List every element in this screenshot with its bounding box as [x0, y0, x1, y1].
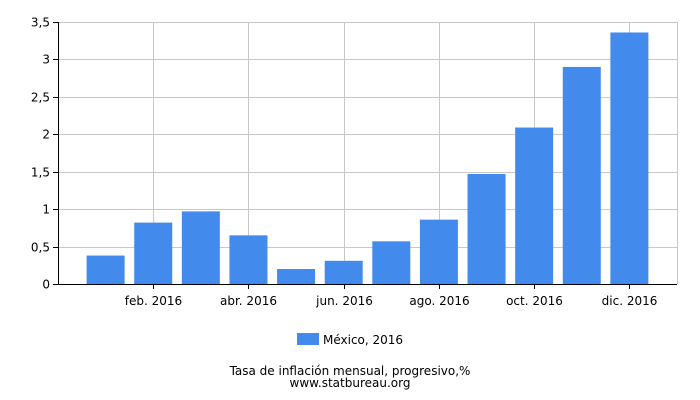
y-tick-label: 3,5 [31, 16, 50, 30]
x-tick-label: jun. 2016 [315, 294, 373, 308]
bar-mar-2016 [181, 211, 220, 284]
y-tick-label: 2 [42, 128, 50, 142]
y-tick-label: 1 [42, 203, 50, 217]
bar-sep-2016 [467, 173, 506, 284]
bar-ago-2016 [419, 219, 458, 284]
bar-dic-2016 [610, 32, 649, 285]
x-tick-label: abr. 2016 [220, 294, 277, 308]
axes [53, 22, 677, 289]
x-tick-label: dic. 2016 [602, 294, 658, 308]
bar-oct-2016 [515, 127, 554, 284]
x-tick-label: feb. 2016 [125, 294, 182, 308]
bar-jul-2016 [372, 241, 411, 284]
legend-swatch [297, 333, 319, 345]
y-tick-label: 1,5 [31, 166, 50, 180]
bars [86, 32, 649, 285]
y-tick-label: 0,5 [31, 241, 50, 255]
y-tick-label: 0 [42, 278, 50, 292]
x-tick-label: oct. 2016 [506, 294, 563, 308]
legend-label: México, 2016 [323, 333, 403, 347]
y-tick-labels: 0 0,5 1 1,5 2 2,5 3 3,5 [31, 16, 50, 292]
y-tick-label: 3 [42, 53, 50, 67]
legend: México, 2016 [297, 333, 403, 347]
x-tick-labels: feb. 2016 abr. 2016 jun. 2016 ago. 2016 oct.… [125, 294, 658, 308]
chart-source: www.statbureau.org [290, 376, 411, 390]
bar-nov-2016 [562, 66, 601, 285]
chart-caption: Tasa de inflación mensual, progresivo,% [229, 364, 471, 378]
y-tick-label: 2,5 [31, 91, 50, 105]
bar-abr-2016 [229, 235, 268, 284]
bar-ene-2016 [86, 255, 125, 284]
bar-jun-2016 [324, 260, 363, 284]
bar-may-2016 [277, 269, 316, 284]
bar-feb-2016 [134, 222, 173, 284]
x-tick-label: ago. 2016 [409, 294, 469, 308]
